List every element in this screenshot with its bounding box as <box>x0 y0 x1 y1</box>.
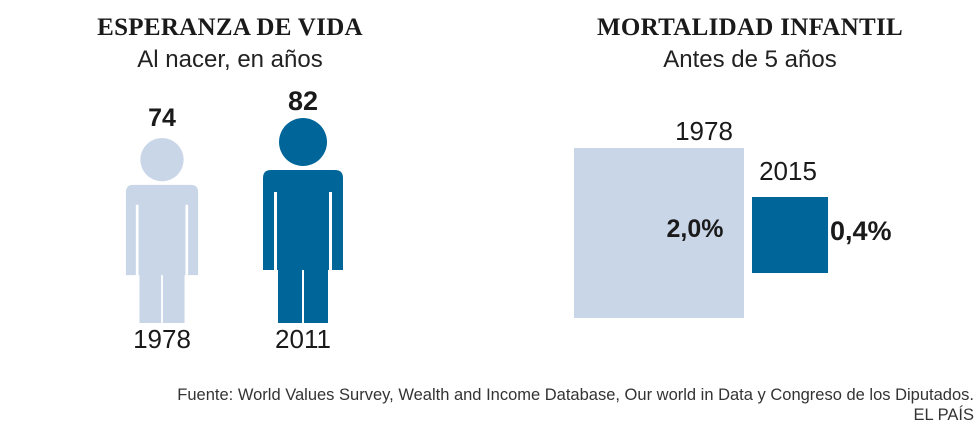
year-label-2011: 2011 <box>275 324 331 354</box>
person-figure-2011 <box>263 118 343 323</box>
figure-body <box>125 184 199 276</box>
value-label-2015-mortality: 0,4% <box>830 216 892 246</box>
year-label-1978: 1978 <box>133 324 191 354</box>
figure-head <box>279 118 327 166</box>
year-label-1978-mortality: 1978 <box>675 116 733 146</box>
figure-left-leg <box>278 268 302 323</box>
square-2015 <box>752 197 829 274</box>
figure-body <box>263 170 343 270</box>
source-note: Fuente: World Values Survey, Wealth and … <box>177 386 974 404</box>
arm-gap <box>185 204 189 276</box>
value-label-1978: 74 <box>148 104 176 132</box>
figure-right-leg <box>304 268 328 323</box>
figure-head <box>140 138 184 182</box>
value-label-1978-mortality: 2,0% <box>666 215 724 243</box>
life-expectancy-subtitle: Al nacer, en años <box>137 46 323 73</box>
value-label-2011: 82 <box>287 86 319 116</box>
child-mortality-subtitle: Antes de 5 años <box>663 46 837 73</box>
arm-gap <box>274 192 277 270</box>
life-expectancy-title: ESPERANZA DE VIDA <box>97 14 363 41</box>
year-label-2015-mortality: 2015 <box>759 156 817 186</box>
person-figure-1978 <box>125 138 199 323</box>
square-1978 <box>574 148 744 318</box>
arm-gap <box>135 204 139 276</box>
figure-left-leg <box>139 273 162 323</box>
child-mortality-title: MORTALIDAD INFANTIL <box>597 14 903 41</box>
figure-right-leg <box>162 273 185 323</box>
arm-gap <box>329 192 332 270</box>
brand-label: EL PAÍS <box>913 406 974 424</box>
